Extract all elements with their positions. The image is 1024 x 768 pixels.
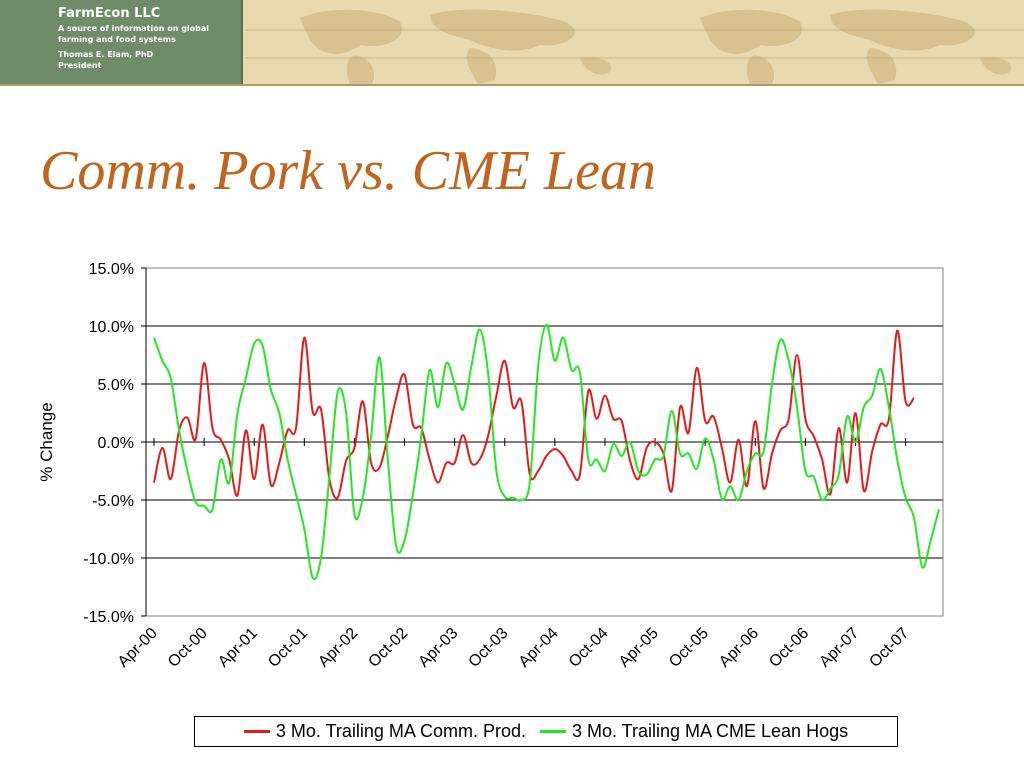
world-map-background xyxy=(245,9,1024,84)
x-tick-label: Oct-00 xyxy=(165,625,211,671)
x-tick-label: Apr-02 xyxy=(315,625,361,671)
x-tick-label: Apr-01 xyxy=(215,625,261,671)
y-tick-label: 0.0% xyxy=(98,435,134,452)
x-tick-label: Apr-05 xyxy=(616,625,662,671)
y-axis-ticks: 15.0% 10.0% 5.0% 0.0% -5.0% -10.0% -15.0% xyxy=(83,261,146,626)
y-tick-label: -5.0% xyxy=(92,493,134,510)
x-tick-label: Oct-03 xyxy=(466,625,512,671)
x-tick-label: Oct-02 xyxy=(365,625,411,671)
x-tick-label: Oct-06 xyxy=(766,625,812,671)
y-tick-label: 5.0% xyxy=(98,377,134,394)
x-tick-label: Apr-00 xyxy=(115,625,161,671)
x-tick-label: Oct-04 xyxy=(566,625,612,671)
x-tick-label: Apr-06 xyxy=(716,625,762,671)
x-tick-label: Oct-07 xyxy=(866,625,912,671)
legend-item-cme-lean: 3 Mo. Trailing MA CME Lean Hogs xyxy=(539,721,849,742)
legend-swatch-comm-prod xyxy=(243,730,270,733)
series-line-comm-prod xyxy=(153,329,915,500)
chart-legend: 3 Mo. Trailing MA Comm. Prod. 3 Mo. Trai… xyxy=(194,716,898,747)
presenter-role: President xyxy=(58,61,102,70)
header-banner: FarmEcon LLC A source of information on … xyxy=(0,0,1024,86)
series-lines xyxy=(153,323,940,581)
slide-title: Comm. Pork vs. CME Lean xyxy=(40,140,656,202)
y-axis-title: % Change xyxy=(37,402,56,481)
series-line-cme-lean xyxy=(153,323,940,581)
company-tagline: A source of information on global farmin… xyxy=(58,24,210,44)
y-tick-label: -10.0% xyxy=(83,551,134,568)
x-tick-label: Apr-04 xyxy=(516,625,562,671)
legend-item-comm-prod: 3 Mo. Trailing MA Comm. Prod. xyxy=(243,721,526,742)
x-tick-label: Oct-05 xyxy=(666,625,712,671)
company-name: FarmEcon LLC xyxy=(58,6,161,21)
x-axis-ticks: Apr-00 Oct-00 Apr-01 Oct-01 Apr-02 Oct-02 Apr-… xyxy=(115,438,912,671)
presenter-name: Thomas E. Elam, PhD xyxy=(58,50,154,59)
y-tick-label: -15.0% xyxy=(83,609,134,626)
company-brand-box: FarmEcon LLC A source of information on … xyxy=(0,0,243,84)
x-tick-label: Apr-03 xyxy=(415,625,461,671)
y-tick-label: 10.0% xyxy=(89,319,134,336)
legend-swatch-cme-lean xyxy=(539,730,566,733)
x-tick-label: Oct-01 xyxy=(265,625,311,671)
legend-label-cme-lean: 3 Mo. Trailing MA CME Lean Hogs xyxy=(571,721,849,741)
x-tick-label: Apr-07 xyxy=(816,625,862,671)
legend-label-comm-prod: 3 Mo. Trailing MA Comm. Prod. xyxy=(275,721,526,741)
y-tick-label: 15.0% xyxy=(89,261,134,278)
